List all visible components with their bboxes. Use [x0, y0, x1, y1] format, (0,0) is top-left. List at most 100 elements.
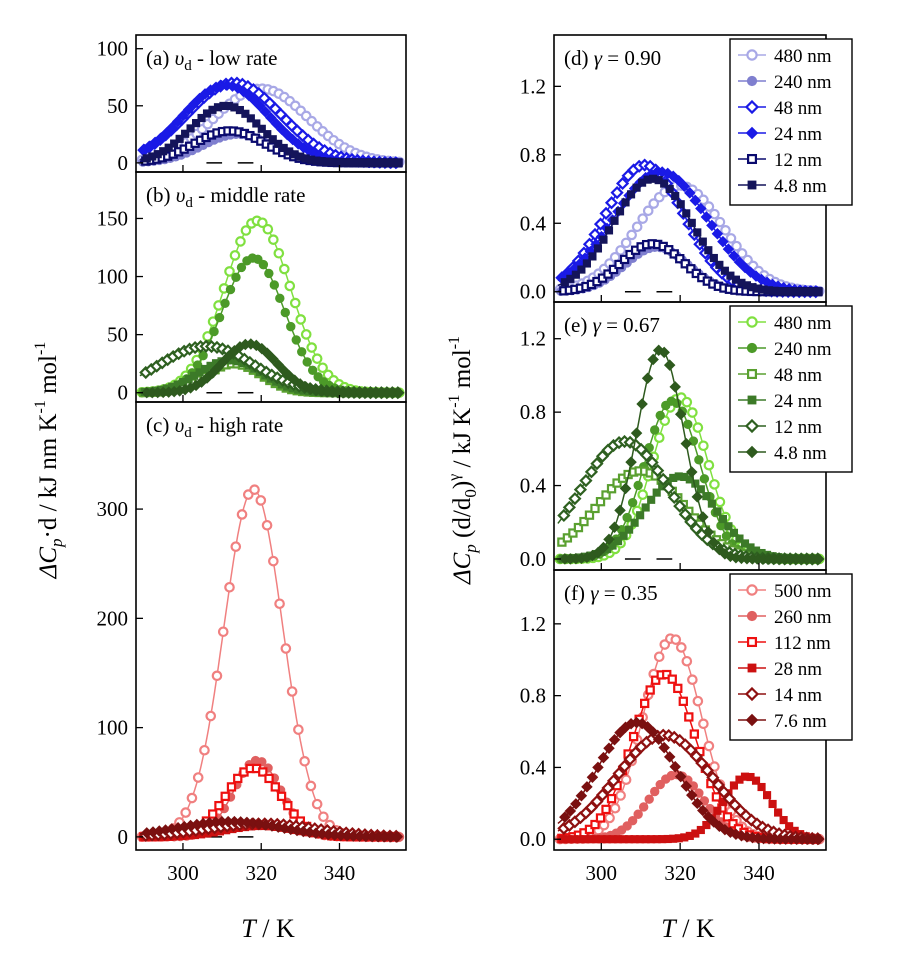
data-point — [617, 759, 632, 773]
data-point — [612, 478, 622, 488]
data-point — [673, 174, 685, 187]
data-point — [236, 509, 248, 520]
legend-marker — [746, 368, 758, 380]
panels-layer: 0 50 100 (a) υd - low rate 0 50 100 150 (b) υd -… — [97, 34, 853, 885]
data-point — [652, 488, 661, 497]
data-point — [241, 109, 250, 118]
data-point — [713, 507, 722, 516]
data-point — [768, 799, 777, 809]
data-point — [692, 422, 704, 433]
data-point — [684, 712, 694, 722]
data-point — [684, 743, 698, 757]
data-point — [621, 198, 630, 207]
data-point — [249, 484, 260, 495]
data-point — [593, 217, 608, 231]
data-point — [644, 794, 654, 804]
data-point — [650, 786, 660, 797]
data-point — [686, 789, 698, 801]
data-point — [243, 355, 257, 370]
legend-label: 7.6 nm — [774, 711, 827, 732]
data-point — [297, 347, 307, 357]
data-point — [197, 113, 206, 123]
panel-c-frame — [135, 401, 407, 851]
legend-box — [729, 573, 853, 741]
data-point — [762, 791, 772, 800]
left-x-axis-label: T / K — [241, 914, 295, 943]
data-point — [391, 831, 403, 843]
data-point — [700, 763, 714, 777]
data-point — [579, 474, 593, 488]
data-point — [667, 730, 681, 744]
data-point — [720, 224, 731, 236]
data-point — [186, 792, 198, 804]
data-point — [564, 805, 577, 817]
y-tick-label: 0 — [118, 381, 129, 405]
y-tick-label: 0 — [118, 151, 129, 175]
data-point — [711, 778, 725, 792]
data-point — [263, 130, 272, 139]
data-point — [678, 180, 691, 192]
data-point — [254, 362, 268, 376]
y-tick-label: 300 — [97, 497, 129, 521]
data-point — [268, 135, 277, 144]
data-point — [622, 512, 632, 523]
data-point — [676, 200, 685, 209]
data-point — [566, 274, 575, 283]
legend-item: 240 nm — [738, 339, 832, 360]
data-point — [280, 307, 290, 318]
data-point — [601, 781, 615, 795]
legend-item: 12 nm — [738, 150, 822, 171]
data-point — [595, 496, 606, 507]
data-point — [673, 683, 683, 694]
data-point — [214, 312, 225, 323]
data-point — [235, 236, 246, 247]
data-point — [735, 534, 744, 543]
data-point — [707, 499, 716, 508]
legend-marker — [746, 342, 758, 354]
data-point — [601, 804, 611, 815]
series-line — [139, 220, 403, 394]
data-point — [670, 634, 682, 645]
data-point — [608, 521, 621, 533]
data-point — [725, 233, 737, 244]
data-point — [728, 250, 740, 262]
x-tick-label: 320 — [664, 861, 696, 885]
data-point — [248, 359, 262, 373]
y-tick-label: 0.0 — [520, 827, 546, 851]
series-a-5 — [139, 101, 403, 167]
legend-marker — [747, 663, 757, 673]
data-point — [206, 367, 219, 379]
data-point — [628, 731, 639, 742]
data-point — [681, 655, 693, 667]
data-point — [209, 326, 219, 337]
legend-label: 240 nm — [774, 72, 832, 93]
data-point — [674, 408, 687, 420]
data-point — [711, 792, 722, 802]
legend-label: 24 nm — [774, 124, 822, 145]
data-point — [262, 223, 274, 235]
data-point — [264, 268, 274, 279]
data-point — [709, 208, 720, 220]
data-point — [620, 774, 632, 785]
data-point — [684, 187, 696, 199]
data-point — [691, 797, 704, 810]
data-point — [220, 298, 230, 309]
legend-label: 48 nm — [774, 365, 822, 386]
data-point — [709, 253, 718, 263]
data-point — [224, 266, 235, 277]
data-point — [258, 259, 269, 270]
data-point — [702, 526, 715, 538]
data-point — [718, 514, 727, 524]
data-point — [220, 791, 230, 801]
data-point — [586, 771, 599, 784]
panel-d: 0.0 0.4 0.8 1.2 (d) γ = 0.90 480 nm 240 nm 48 n… — [520, 34, 853, 304]
data-point — [647, 353, 659, 366]
data-point — [393, 386, 405, 399]
data-point — [678, 696, 688, 706]
legend-item: 240 nm — [738, 72, 832, 93]
data-point — [625, 525, 634, 534]
data-point — [637, 213, 648, 224]
data-point — [214, 800, 224, 811]
legend-item: 12 nm — [738, 417, 822, 438]
y-tick-label: 100 — [97, 716, 129, 740]
